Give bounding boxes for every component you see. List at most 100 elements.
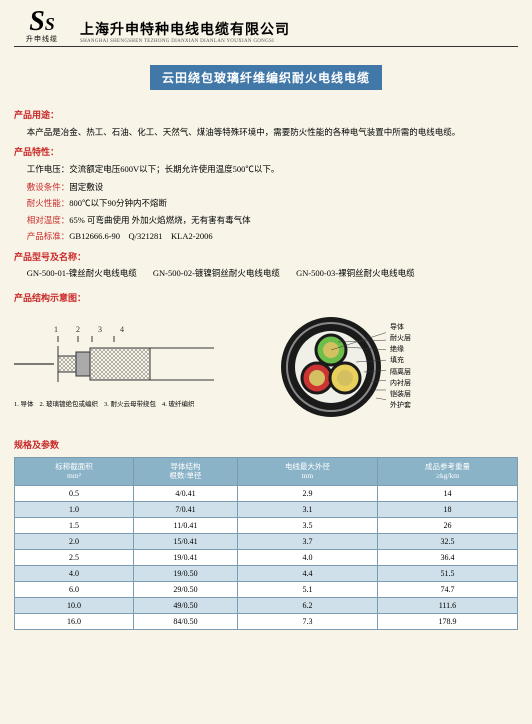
legend-item: 外护套 xyxy=(390,400,411,411)
table-row: 2.519/0.414.036.4 xyxy=(15,550,518,566)
table-row: 0.54/0.412.914 xyxy=(15,486,518,502)
laying-heading: 敷设条件： xyxy=(27,182,70,192)
company-name-cn: 上海升申特种电线电缆有限公司 xyxy=(80,19,518,39)
table-cell: 0.5 xyxy=(15,486,134,502)
struct-heading: 产品结构示意图： xyxy=(14,291,518,304)
table-row: 4.019/0.504.451.5 xyxy=(15,566,518,582)
callout-num: 4 xyxy=(120,325,124,334)
model-item: GN-500-01-镍丝耐火电线电缆 xyxy=(27,268,137,278)
table-header: 电线最大外径mm xyxy=(237,457,377,486)
company-name-en: SHANGHAI SHENGSHEN TEZHONG DIANXIAN DIAN… xyxy=(80,39,518,44)
table-cell: 49/0.50 xyxy=(134,598,238,614)
page-header: SS 升申线缆 上海升申特种电线电缆有限公司 SHANGHAI SHENGSHE… xyxy=(14,8,518,47)
legend-item: 隔离层 xyxy=(390,367,411,378)
table-cell: 19/0.50 xyxy=(134,566,238,582)
table-cell: 51.5 xyxy=(377,566,517,582)
table-cell: 10.0 xyxy=(15,598,134,614)
logo-letter-small: S xyxy=(45,14,55,34)
table-cell: 5.1 xyxy=(237,582,377,598)
table-row: 1.511/0.413.526 xyxy=(15,518,518,534)
table-cell: 1.0 xyxy=(15,502,134,518)
table-cell: 84/0.50 xyxy=(134,614,238,630)
table-cell: 3.5 xyxy=(237,518,377,534)
table-cell: 4.0 xyxy=(15,566,134,582)
usage-heading: 产品用途： xyxy=(14,108,518,121)
table-header: 标称截面积mm² xyxy=(15,457,134,486)
diagram-cross-section: 导体 耐火层 绝缘 填充 隔离层 内衬层 铠装层 外护套 xyxy=(276,312,518,422)
table-cell: 11/0.41 xyxy=(134,518,238,534)
temp-text: 65% 可弯曲使用 外加火焰燃烧，无有害有毒气体 xyxy=(69,215,250,225)
std-heading: 产品标准： xyxy=(27,231,70,241)
title-bar: 云田绕包玻璃纤维编织耐火电线电缆 xyxy=(14,65,518,90)
table-cell: 178.9 xyxy=(377,614,517,630)
model-item: GN-500-02-镀镍铜丝耐火电线电缆 xyxy=(153,268,280,278)
table-cell: 3.7 xyxy=(237,534,377,550)
table-cell: 4.4 xyxy=(237,566,377,582)
spec-table: 标称截面积mm²导体结构根数/单径电线最大外径mm成品参考重量≥kg/km 0.… xyxy=(14,457,518,631)
table-cell: 2.9 xyxy=(237,486,377,502)
laying-text: 固定敷设 xyxy=(69,182,103,192)
legend-item: 绝缘 xyxy=(390,344,411,355)
logo-subtitle: 升申线缆 xyxy=(26,34,58,44)
features-text: 工作电压：交流额定电压600V以下；长期允许使用温度500℃以下。 xyxy=(14,162,518,176)
legend-item: 耐火层 xyxy=(390,333,411,344)
usage-text: 本产品是冶金、热工、石油、化工、天然气、煤油等特殊环境中，需要防火性能的各种电气… xyxy=(14,125,518,139)
model-heading: 产品型号及名称： xyxy=(14,250,518,263)
table-cell: 3.1 xyxy=(237,502,377,518)
table-cell: 4/0.41 xyxy=(134,486,238,502)
table-cell: 29/0.50 xyxy=(134,582,238,598)
features-heading: 产品特性： xyxy=(14,145,518,158)
table-cell: 4.0 xyxy=(237,550,377,566)
diagram-caption: 2. 玻璃镀绝包或编织 xyxy=(40,398,99,408)
logo: SS 升申线缆 xyxy=(14,8,70,44)
table-header: 成品参考重量≥kg/km xyxy=(377,457,517,486)
diagram-caption: 3. 耐火云母带绕包 xyxy=(104,398,156,408)
legend-item: 填充 xyxy=(390,355,411,366)
table-cell: 15/0.41 xyxy=(134,534,238,550)
table-cell: 32.5 xyxy=(377,534,517,550)
fire-text: 800℃以下90分钟内不熔断 xyxy=(69,198,167,208)
company-block: 上海升申特种电线电缆有限公司 SHANGHAI SHENGSHEN TEZHON… xyxy=(80,19,518,44)
table-cell: 36.4 xyxy=(377,550,517,566)
diagram-row: 1 2 3 4 1. 导体 2. 玻璃镀绝包或编织 3. 耐火云母带绕包 4. … xyxy=(14,312,518,422)
table-row: 2.015/0.413.732.5 xyxy=(15,534,518,550)
cable-side-icon xyxy=(14,336,214,392)
model-list: GN-500-01-镍丝耐火电线电缆 GN-500-02-镀镍铜丝耐火电线电缆 … xyxy=(14,267,518,279)
table-row: 16.084/0.507.3178.9 xyxy=(15,614,518,630)
table-cell: 111.6 xyxy=(377,598,517,614)
table-cell: 6.0 xyxy=(15,582,134,598)
table-cell: 6.2 xyxy=(237,598,377,614)
legend-item: 导体 xyxy=(390,322,411,333)
std-text: GB12666.6-90 Q/321281 KLA2-2006 xyxy=(69,231,212,241)
table-cell: 7/0.41 xyxy=(134,502,238,518)
diagram-side-view: 1 2 3 4 1. 导体 2. 玻璃镀绝包或编织 3. 耐火云母带绕包 4. … xyxy=(14,325,256,408)
model-item: GN-500-03-裸铜丝耐火电线电缆 xyxy=(296,268,415,278)
legend: 导体 耐火层 绝缘 填充 隔离层 内衬层 铠装层 外护套 xyxy=(390,322,411,412)
cable-cross-icon xyxy=(276,312,386,422)
legend-item: 铠装层 xyxy=(390,389,411,400)
table-cell: 18 xyxy=(377,502,517,518)
callout-num: 1 xyxy=(54,325,58,334)
table-cell: 1.5 xyxy=(15,518,134,534)
table-row: 1.07/0.413.118 xyxy=(15,502,518,518)
callout-num: 2 xyxy=(76,325,80,334)
table-header: 导体结构根数/单径 xyxy=(134,457,238,486)
diagram-caption: 4. 玻纤编织 xyxy=(162,398,195,408)
table-cell: 26 xyxy=(377,518,517,534)
legend-item: 内衬层 xyxy=(390,378,411,389)
table-cell: 14 xyxy=(377,486,517,502)
table-cell: 16.0 xyxy=(15,614,134,630)
fire-heading: 耐火性能： xyxy=(27,198,70,208)
table-row: 6.029/0.505.174.7 xyxy=(15,582,518,598)
table-cell: 74.7 xyxy=(377,582,517,598)
table-cell: 7.3 xyxy=(237,614,377,630)
logo-letter-big: S xyxy=(29,6,45,37)
temp-heading: 相对温度： xyxy=(27,215,70,225)
table-cell: 2.5 xyxy=(15,550,134,566)
callout-num: 3 xyxy=(98,325,102,334)
table-cell: 19/0.41 xyxy=(134,550,238,566)
spec-heading: 规格及参数 xyxy=(14,438,518,451)
diagram-caption: 1. 导体 xyxy=(14,398,34,408)
table-row: 10.049/0.506.2111.6 xyxy=(15,598,518,614)
table-cell: 2.0 xyxy=(15,534,134,550)
